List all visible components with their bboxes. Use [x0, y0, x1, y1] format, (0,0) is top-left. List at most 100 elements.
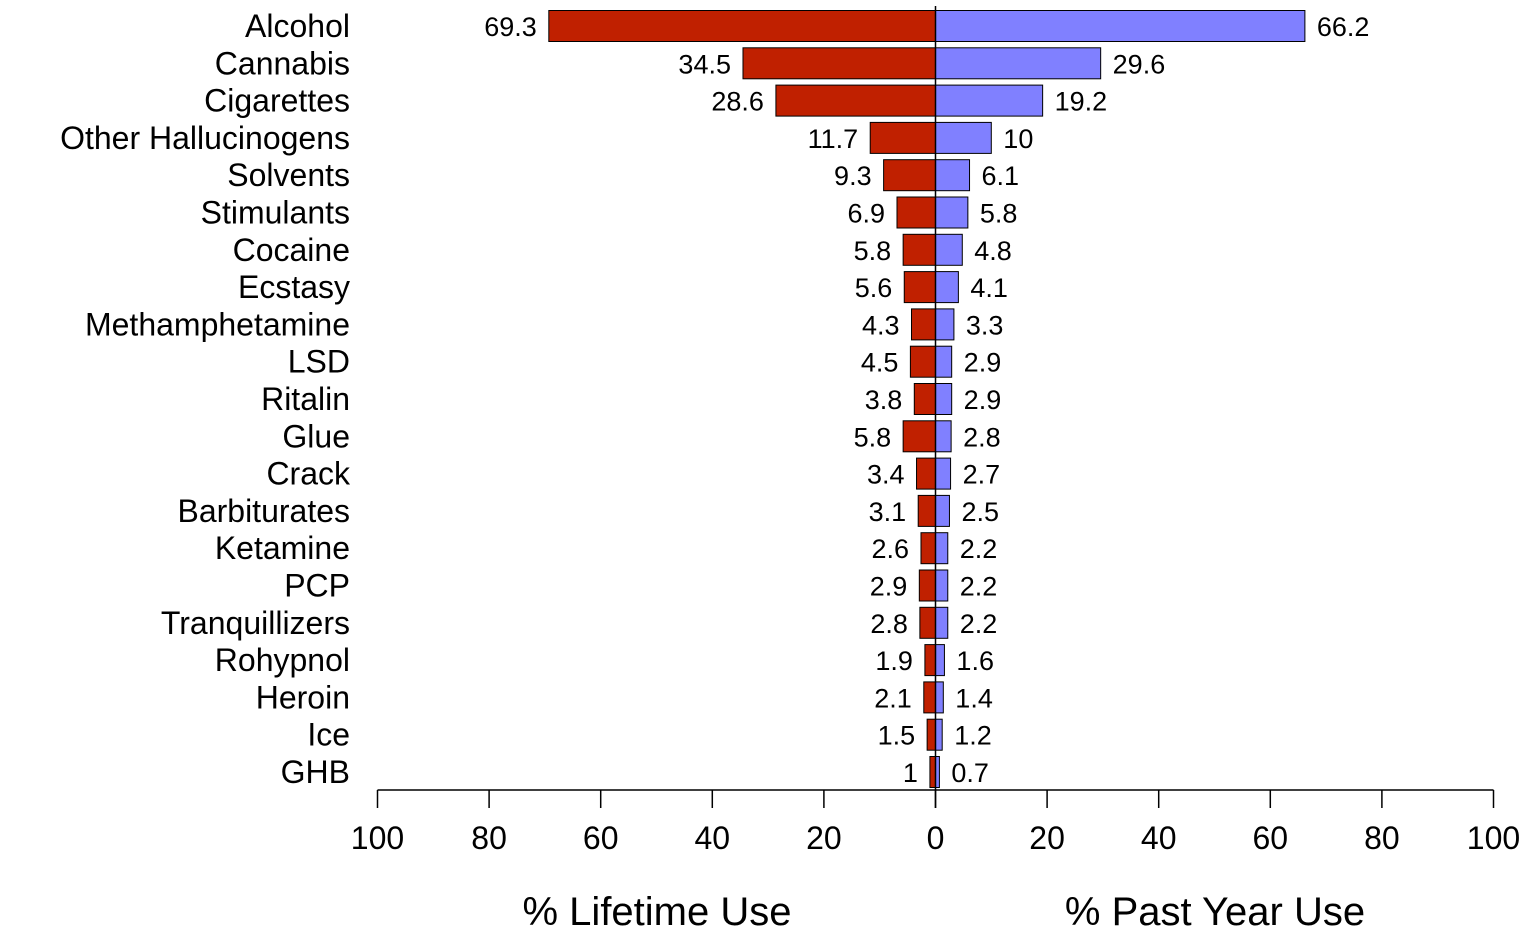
- x-axis: 100 80 60 40 20 0 20 40 60 80 100: [351, 789, 1520, 856]
- bar-lifetime: [902, 420, 936, 453]
- category-label: GHB: [281, 754, 350, 790]
- bar-past-year: [935, 233, 963, 266]
- bar-lifetime: [918, 569, 936, 602]
- bar-past-year: [935, 606, 949, 639]
- bar-lifetime: [926, 718, 937, 751]
- value-label-lifetime: 5.8: [854, 422, 892, 452]
- value-label-lifetime: 11.7: [808, 124, 859, 154]
- value-label-past-year: 5.8: [980, 199, 1018, 229]
- bar-past-year: [935, 383, 953, 415]
- bar-past-year: [935, 644, 945, 677]
- value-label-lifetime: 2.1: [874, 683, 912, 713]
- value-label-past-year: 29.6: [1113, 49, 1166, 79]
- value-label-lifetime: 9.3: [834, 161, 872, 191]
- value-label-past-year: 2.2: [960, 609, 998, 639]
- value-label-past-year: 4.8: [974, 236, 1012, 266]
- bar-past-year: [935, 718, 943, 751]
- value-label-past-year: 0.7: [951, 758, 989, 788]
- bar-lifetime: [775, 84, 936, 117]
- x-axis-title-past-year: % Past Year Use: [1065, 890, 1365, 931]
- bar-past-year: [935, 569, 949, 602]
- labels-group: Alcohol 69.3 66.2 Cannabis 34.5 29.6 Cigarette…: [60, 8, 1369, 790]
- category-label: Ketamine: [215, 530, 350, 566]
- bar-lifetime: [902, 233, 936, 266]
- category-label: Solvents: [227, 157, 350, 193]
- bar-lifetime: [916, 457, 937, 490]
- value-label-lifetime: 3.4: [867, 460, 905, 490]
- value-label-lifetime: 4.3: [862, 310, 900, 340]
- bar-past-year: [935, 196, 969, 229]
- value-label-lifetime: 1.9: [875, 646, 913, 676]
- value-label-past-year: 2.2: [960, 572, 998, 602]
- value-label-past-year: 2.8: [963, 422, 1001, 452]
- category-label: Tranquillizers: [161, 605, 350, 641]
- bar-past-year: [935, 420, 952, 453]
- x-axis-tick-label: 100: [351, 820, 404, 856]
- value-label-lifetime: 2.9: [870, 572, 908, 602]
- bar-past-year: [935, 121, 992, 154]
- category-label: Alcohol: [245, 8, 350, 44]
- bar-lifetime: [883, 159, 937, 192]
- x-axis-tick-label: 80: [1364, 820, 1400, 856]
- category-label: Glue: [282, 418, 350, 454]
- bar-past-year: [935, 308, 955, 341]
- value-label-lifetime: 6.9: [847, 199, 885, 229]
- bar-past-year: [935, 457, 952, 490]
- bar-lifetime: [929, 756, 936, 788]
- category-label: PCP: [284, 568, 350, 604]
- value-label-past-year: 4.1: [970, 273, 1008, 303]
- bar-past-year: [935, 271, 959, 304]
- x-axis-tick-label: 0: [927, 820, 945, 856]
- value-label-lifetime: 1.5: [878, 721, 916, 751]
- value-label-lifetime: 34.5: [678, 49, 731, 79]
- value-label-past-year: 2.9: [964, 385, 1002, 415]
- bar-lifetime: [913, 383, 937, 415]
- value-label-lifetime: 2.6: [871, 534, 909, 564]
- category-label: Stimulants: [201, 195, 350, 231]
- value-label-lifetime: 4.5: [861, 348, 899, 378]
- value-label-past-year: 66.2: [1317, 12, 1370, 42]
- category-label: Ritalin: [261, 381, 350, 417]
- category-label: Other Hallucinogens: [60, 120, 350, 156]
- value-label-lifetime: 69.3: [484, 12, 537, 42]
- bar-past-year: [935, 159, 971, 192]
- x-axis-tick-label: 20: [806, 820, 842, 856]
- bar-lifetime: [919, 606, 936, 639]
- x-axis-tick-label: 40: [1141, 820, 1177, 856]
- category-label: Methamphetamine: [85, 306, 350, 342]
- x-axis-tick-label: 100: [1467, 820, 1520, 856]
- x-axis-tick-label: 80: [471, 820, 507, 856]
- value-label-past-year: 1.2: [954, 721, 992, 751]
- value-label-past-year: 2.7: [963, 460, 1001, 490]
- bar-past-year: [935, 345, 953, 378]
- value-label-lifetime: 1: [903, 758, 918, 788]
- bar-past-year: [935, 47, 1102, 80]
- bar-past-year: [935, 84, 1044, 117]
- value-label-lifetime: 28.6: [711, 87, 764, 117]
- value-label-past-year: 2.9: [964, 348, 1002, 378]
- category-label: Heroin: [256, 679, 350, 715]
- category-label: Crack: [266, 456, 351, 492]
- bar-lifetime: [909, 345, 937, 378]
- x-axis-tick-label: 40: [695, 820, 731, 856]
- bar-past-year: [935, 532, 949, 565]
- value-label-past-year: 2.2: [960, 534, 998, 564]
- bar-lifetime: [869, 121, 936, 154]
- bar-lifetime: [742, 47, 936, 80]
- bar-lifetime: [903, 271, 937, 304]
- bar-past-year: [935, 681, 944, 714]
- value-label-past-year: 2.5: [961, 497, 999, 527]
- bar-lifetime: [920, 532, 937, 565]
- value-label-lifetime: 3.8: [865, 385, 903, 415]
- value-label-past-year: 10: [1003, 124, 1033, 154]
- category-label: Cocaine: [233, 232, 350, 268]
- bar-lifetime: [548, 10, 937, 42]
- bar-lifetime: [924, 644, 937, 677]
- value-label-past-year: 1.6: [956, 646, 994, 676]
- category-label: Ecstasy: [238, 269, 350, 305]
- value-label-past-year: 6.1: [982, 161, 1020, 191]
- category-label: Cigarettes: [204, 83, 350, 119]
- bar-past-year: [935, 494, 950, 527]
- value-label-lifetime: 2.8: [870, 609, 908, 639]
- value-label-lifetime: 5.8: [854, 236, 892, 266]
